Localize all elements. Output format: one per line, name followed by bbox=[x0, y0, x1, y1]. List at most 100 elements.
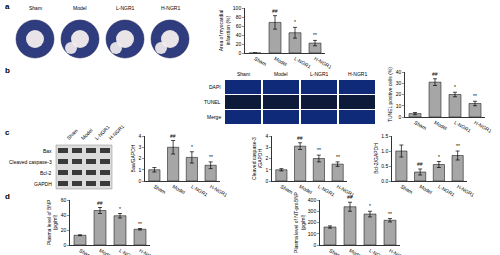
svg-text:40: 40 bbox=[236, 32, 242, 38]
svg-text:Sham: Sham bbox=[413, 119, 427, 131]
svg-text:0: 0 bbox=[398, 114, 401, 120]
svg-text:DAPI: DAPI bbox=[209, 84, 221, 90]
svg-text:Model: Model bbox=[73, 5, 87, 11]
svg-text:0: 0 bbox=[238, 50, 241, 56]
svg-text:L-NGR1: L-NGR1 bbox=[317, 183, 336, 197]
svg-text:##: ## bbox=[170, 133, 176, 139]
svg-text:0: 0 bbox=[313, 242, 316, 248]
svg-text:H-NGR1: H-NGR1 bbox=[388, 247, 408, 255]
svg-text:L-NGR1: L-NGR1 bbox=[93, 124, 110, 141]
svg-text:Model: Model bbox=[418, 183, 433, 195]
svg-text:200: 200 bbox=[308, 219, 317, 225]
svg-text:40: 40 bbox=[396, 69, 402, 75]
svg-text:TUNEL positive cells (%): TUNEL positive cells (%) bbox=[387, 67, 393, 122]
svg-text:##: ## bbox=[97, 200, 103, 206]
svg-text:**: ** bbox=[317, 147, 321, 153]
svg-text:30: 30 bbox=[396, 80, 402, 86]
svg-text:H-NGR1: H-NGR1 bbox=[348, 71, 367, 77]
svg-text:L-NGR1: L-NGR1 bbox=[368, 247, 387, 255]
svg-text:Model: Model bbox=[348, 247, 363, 255]
svg-text:H-NGR1: H-NGR1 bbox=[209, 183, 229, 198]
svg-text:Sham: Sham bbox=[328, 247, 342, 255]
svg-text:300: 300 bbox=[308, 208, 317, 214]
svg-text:L-NGR1: L-NGR1 bbox=[310, 71, 329, 77]
svg-text:*: * bbox=[294, 19, 296, 25]
svg-text:Model: Model bbox=[273, 55, 288, 67]
svg-text:L-NGR1: L-NGR1 bbox=[293, 55, 312, 69]
svg-text:2: 2 bbox=[138, 155, 141, 161]
svg-text:Sham: Sham bbox=[29, 5, 42, 11]
svg-text:Sham: Sham bbox=[78, 247, 92, 255]
svg-text:**: ** bbox=[388, 211, 392, 217]
svg-text:0: 0 bbox=[138, 178, 141, 184]
svg-text:Sham: Sham bbox=[65, 127, 78, 140]
svg-text:GAPDH: GAPDH bbox=[34, 181, 52, 187]
svg-text:c: c bbox=[5, 128, 10, 137]
svg-text:60: 60 bbox=[61, 197, 67, 203]
svg-text:0.0: 0.0 bbox=[381, 178, 388, 184]
svg-text:**: ** bbox=[456, 143, 460, 149]
svg-text:Model: Model bbox=[433, 119, 448, 131]
svg-text:##: ## bbox=[417, 161, 423, 167]
svg-text:80: 80 bbox=[236, 14, 242, 20]
svg-text:L-NGR1: L-NGR1 bbox=[453, 119, 472, 133]
svg-text:Plasma level of BNP(pg/ml): Plasma level of BNP(pg/ml) bbox=[46, 199, 59, 245]
svg-text:0.5: 0.5 bbox=[381, 163, 388, 169]
svg-text:*: * bbox=[369, 203, 371, 209]
svg-text:Bax: Bax bbox=[43, 148, 52, 154]
svg-text:1: 1 bbox=[138, 167, 141, 173]
svg-text:60: 60 bbox=[236, 23, 242, 29]
svg-text:b: b bbox=[5, 66, 10, 75]
svg-text:0: 0 bbox=[63, 242, 66, 248]
svg-text:3: 3 bbox=[265, 144, 268, 150]
svg-text:Model: Model bbox=[98, 247, 113, 255]
svg-text:H-NGR1: H-NGR1 bbox=[107, 123, 125, 141]
svg-text:2: 2 bbox=[265, 155, 268, 161]
svg-text:TUNEL: TUNEL bbox=[204, 99, 221, 105]
svg-text:**: ** bbox=[313, 32, 317, 38]
svg-text:*: * bbox=[191, 144, 193, 150]
svg-text:L-NGR1: L-NGR1 bbox=[118, 247, 137, 255]
svg-text:Sham: Sham bbox=[280, 183, 294, 195]
svg-text:3: 3 bbox=[138, 144, 141, 150]
svg-text:Sham: Sham bbox=[153, 183, 167, 195]
svg-text:4: 4 bbox=[138, 133, 141, 139]
svg-text:##: ## bbox=[347, 194, 353, 200]
svg-text:40: 40 bbox=[61, 212, 67, 218]
svg-text:Area of myocardialinfarction (: Area of myocardialinfarction (%) bbox=[218, 10, 231, 52]
svg-text:##: ## bbox=[272, 8, 278, 14]
svg-text:100: 100 bbox=[233, 5, 242, 11]
svg-text:Cleaved caspase-3/GAPDH: Cleaved caspase-3/GAPDH bbox=[251, 137, 264, 180]
svg-text:H-NGR1: H-NGR1 bbox=[456, 183, 476, 198]
svg-text:L-NGR1: L-NGR1 bbox=[437, 183, 456, 197]
svg-text:L-NGR1: L-NGR1 bbox=[116, 5, 135, 11]
svg-text:**: ** bbox=[209, 154, 213, 160]
svg-text:H-NGR1: H-NGR1 bbox=[161, 5, 180, 11]
svg-text:Cleaved caspase-3: Cleaved caspase-3 bbox=[9, 159, 52, 165]
svg-text:1.0: 1.0 bbox=[381, 148, 388, 154]
svg-text:400: 400 bbox=[308, 197, 317, 203]
svg-text:Plasma level of NT-proBNP(pg/m: Plasma level of NT-proBNP(pg/ml) bbox=[293, 191, 306, 253]
svg-text:##: ## bbox=[432, 71, 438, 77]
svg-text:**: ** bbox=[336, 154, 340, 160]
svg-text:1.5: 1.5 bbox=[381, 133, 388, 139]
svg-text:20: 20 bbox=[61, 227, 67, 233]
svg-text:4: 4 bbox=[265, 133, 268, 139]
svg-text:H-NGR1: H-NGR1 bbox=[313, 55, 333, 70]
svg-text:20: 20 bbox=[236, 41, 242, 47]
svg-text:100: 100 bbox=[308, 231, 317, 237]
svg-text:Sham: Sham bbox=[253, 55, 267, 67]
svg-text:Sham: Sham bbox=[400, 183, 414, 195]
svg-text:Bcl-2/GAPDH: Bcl-2/GAPDH bbox=[373, 143, 379, 174]
svg-text:Model: Model bbox=[274, 71, 288, 77]
svg-text:Bcl-2: Bcl-2 bbox=[40, 170, 52, 176]
svg-text:*: * bbox=[438, 154, 440, 160]
svg-text:Model: Model bbox=[298, 183, 313, 195]
svg-text:Merge: Merge bbox=[207, 114, 221, 120]
svg-text:Bax/GAPDH: Bax/GAPDH bbox=[130, 144, 136, 172]
svg-text:a: a bbox=[5, 2, 10, 11]
svg-text:*: * bbox=[119, 206, 121, 212]
svg-text:Model: Model bbox=[171, 183, 186, 195]
svg-text:H-NGR1: H-NGR1 bbox=[336, 183, 356, 198]
svg-text:1: 1 bbox=[265, 167, 268, 173]
